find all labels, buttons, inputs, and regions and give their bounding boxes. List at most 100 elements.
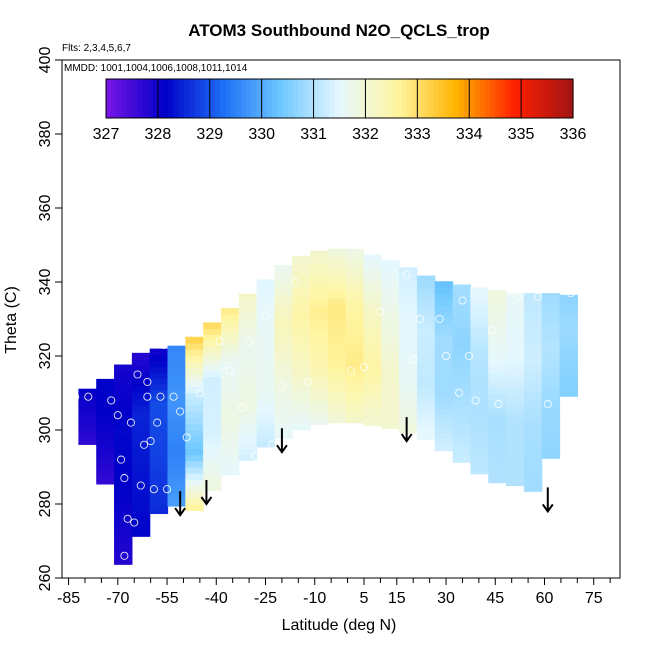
heatmap-cell — [185, 411, 204, 418]
heatmap-cell — [541, 405, 561, 412]
heatmap-cell — [220, 319, 240, 327]
heatmap-cell — [185, 485, 204, 493]
heatmap-cell — [203, 400, 222, 407]
heatmap-cell — [381, 386, 400, 393]
heatmap-cell — [274, 339, 293, 347]
heatmap-cell — [310, 362, 329, 370]
colorbar-segment — [432, 79, 439, 118]
heatmap-cell — [238, 376, 258, 384]
heatmap-cell — [327, 391, 347, 399]
heatmap-cell — [506, 403, 525, 411]
heatmap-cell — [470, 313, 489, 322]
heatmap-cell — [327, 254, 347, 262]
heatmap-cell — [506, 396, 525, 404]
heatmap-cell — [114, 385, 133, 394]
colorbar-segment — [464, 79, 470, 118]
heatmap-cell — [506, 409, 525, 418]
heatmap-cell — [327, 397, 347, 405]
heatmap-cell — [470, 407, 489, 415]
heatmap-cell — [114, 471, 133, 480]
heatmap-cell — [220, 468, 240, 476]
heatmap-cell — [114, 478, 133, 487]
heatmap-cell — [559, 316, 578, 321]
heatmap-cell — [203, 448, 222, 455]
heatmap-cell — [327, 329, 347, 337]
heatmap-cell — [488, 303, 507, 312]
heatmap-cell — [399, 267, 418, 274]
heatmap-cell — [523, 392, 543, 400]
colorbar-segment — [381, 79, 387, 118]
heatmap-cell — [185, 386, 204, 394]
heatmap-cell — [327, 317, 347, 324]
heatmap-cell — [434, 287, 454, 294]
heatmap-cell — [399, 302, 418, 310]
heatmap-cell — [363, 333, 382, 341]
heatmap-cell — [488, 379, 507, 388]
heatmap-cell — [78, 408, 97, 412]
heatmap-cell — [256, 339, 276, 346]
observation-point — [304, 377, 313, 386]
colorbar-segment — [173, 79, 180, 118]
heatmap-cell — [416, 333, 436, 341]
observation-point — [162, 485, 172, 494]
heatmap-cell — [220, 462, 240, 470]
heatmap-cell — [452, 430, 472, 438]
heatmap-cell — [256, 357, 276, 364]
heatmap-cell — [310, 325, 329, 333]
observation-point — [268, 440, 277, 449]
colorbar-segment — [370, 79, 377, 118]
heatmap-cell — [523, 328, 543, 337]
heatmap-cell — [310, 399, 329, 407]
heatmap-cell — [399, 308, 418, 316]
heatmap-cell — [399, 285, 418, 292]
heatmap-cell — [114, 364, 133, 373]
heatmap-cell — [506, 416, 525, 425]
heatmap-cell — [452, 322, 472, 330]
heatmap-cell — [185, 479, 204, 487]
heatmap-cell — [416, 345, 436, 353]
heatmap-cell — [310, 343, 329, 351]
heatmap-cell — [327, 366, 347, 374]
heatmap-cell — [149, 489, 169, 497]
colorbar-segment — [422, 79, 429, 118]
heatmap-cell — [78, 420, 97, 424]
colorbar-segment — [266, 79, 273, 118]
heatmap-cell — [292, 336, 311, 344]
heatmap-cell — [523, 314, 543, 323]
heatmap-cell — [149, 348, 169, 356]
heatmap-cell — [416, 304, 436, 312]
heatmap-cell — [541, 357, 561, 365]
observation-point — [120, 551, 129, 560]
heatmap-cell — [416, 415, 436, 423]
heatmap-cell — [256, 285, 276, 292]
heatmap-cell — [274, 326, 293, 334]
heatmap-cell — [149, 501, 169, 509]
heatmap-cell — [292, 299, 311, 307]
heatmap-cell — [256, 363, 276, 370]
heatmap-cell — [506, 375, 525, 384]
heatmap-cell — [541, 322, 561, 330]
colorbar-segment — [261, 79, 268, 118]
x-tick-label: -85 — [57, 590, 80, 607]
heatmap-cell — [434, 365, 454, 373]
observation-point — [376, 307, 385, 316]
heatmap-cell — [310, 287, 329, 295]
heatmap-cell — [452, 386, 472, 393]
heatmap-cell — [149, 395, 169, 403]
heatmap-cell — [78, 390, 97, 394]
heatmap-cell — [399, 296, 418, 304]
heatmap-cell — [523, 342, 543, 351]
colorbar-segment — [448, 79, 455, 118]
heatmap-cell — [452, 366, 472, 374]
x-tick-label: -10 — [303, 590, 326, 607]
heatmap-cell — [506, 341, 525, 349]
colorbar-segment — [163, 79, 169, 118]
heatmap-cell — [399, 361, 418, 369]
heatmap-cell — [416, 363, 436, 370]
y-axis-label: Theta (C) — [3, 286, 20, 354]
heatmap-cell — [345, 248, 365, 256]
heatmap-cell — [381, 308, 400, 315]
heatmap-cell — [131, 385, 151, 393]
heatmap-cell — [96, 461, 115, 466]
heatmap-cell — [523, 455, 543, 464]
